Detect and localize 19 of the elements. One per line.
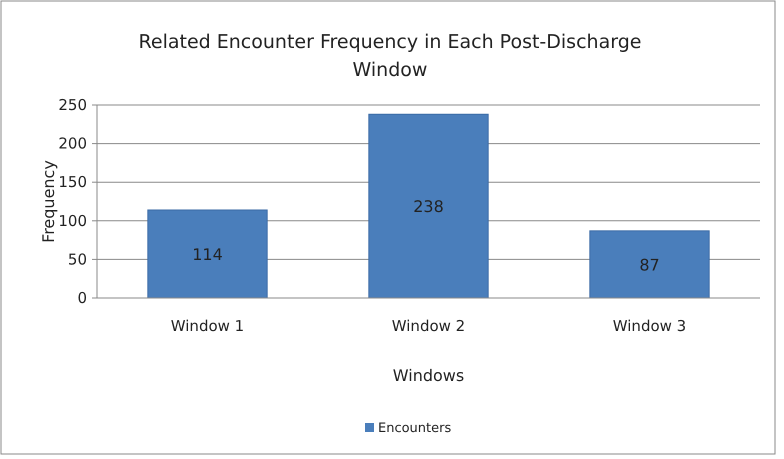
bar — [368, 114, 489, 298]
y-axis-title: Frequency — [39, 160, 58, 243]
y-tick-label: 250 — [58, 96, 87, 114]
y-tick-label: 50 — [68, 250, 87, 268]
bar — [147, 209, 268, 298]
data-label: 87 — [639, 255, 660, 274]
data-label: 238 — [413, 197, 444, 216]
bar — [589, 230, 710, 298]
y-tick-label: 0 — [77, 289, 87, 307]
x-axis-title: Windows — [392, 366, 464, 385]
legend-label: Encounters — [378, 421, 452, 436]
y-tick-label: 200 — [58, 134, 87, 153]
x-tick-label: Window 3 — [612, 317, 686, 335]
chart-title: Related Encounter Frequency in Each Post-Discharge Window — [138, 31, 642, 81]
y-tick-label: 100 — [58, 212, 87, 230]
x-tick-label: Window 2 — [392, 317, 466, 335]
y-tick-label: 150 — [58, 173, 87, 192]
x-tick-label: Window 1 — [170, 317, 244, 335]
data-label: 114 — [192, 244, 223, 264]
